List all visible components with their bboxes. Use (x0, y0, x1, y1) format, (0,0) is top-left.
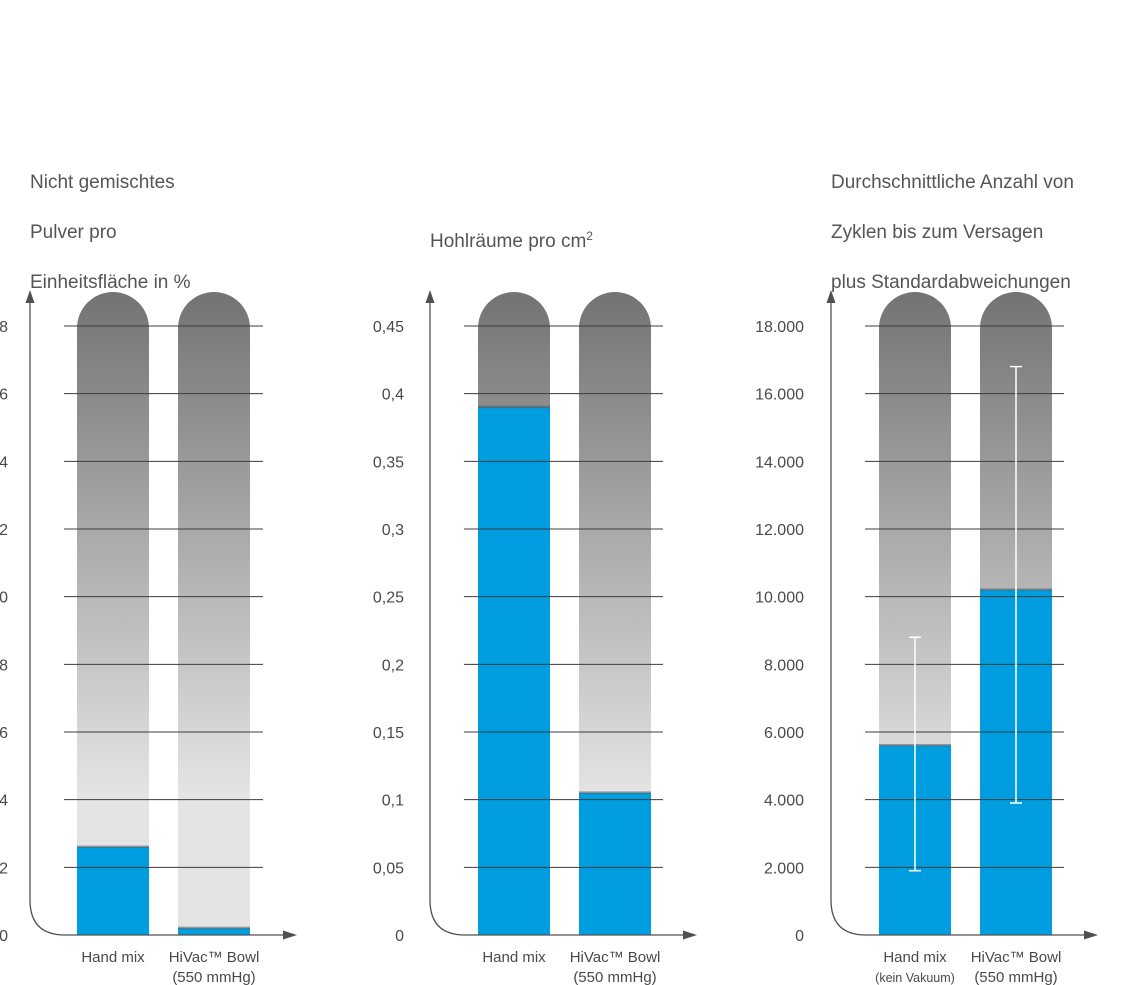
chart-3-tick-label-0: 0 (795, 928, 804, 945)
chart-1-tick-label-5: 10 (0, 590, 8, 607)
chart-2-tick-label-5: 0,25 (373, 590, 404, 607)
chart-3-y-axis-arrow (826, 290, 836, 303)
chart-1-tick-label-3: 6 (0, 725, 8, 742)
chart-3-tick-label-3: 6.000 (764, 725, 804, 742)
chart-1-category-label-1: Hand mix (81, 949, 145, 966)
chart-1-bar-1 (77, 847, 149, 935)
chart-3-tick-label-6: 12.000 (755, 522, 804, 539)
chart-1-tick-label-1: 2 (0, 860, 8, 877)
chart-1-bar-1-edge (77, 845, 149, 849)
chart-1-tick-label-8: 16 (0, 387, 8, 404)
chart-2-bar-2-edge (579, 791, 651, 794)
chart-3-title-line-2: Zyklen bis zum Versagen (831, 222, 1044, 243)
chart-3-title-line-1: Durchschnittliche Anzahl von (831, 172, 1074, 193)
chart-2-x-axis-arrow (683, 930, 697, 940)
chart-1-axes (29, 300, 285, 936)
chart-3-category-label-1: Hand mix (883, 949, 947, 966)
chart-2-tick-label-1: 0,05 (373, 860, 404, 877)
chart-3-tick-label-7: 14.000 (755, 454, 804, 471)
chart-1-tick-label-0: 0 (0, 928, 8, 945)
chart-1-bar-2-edge (178, 926, 250, 930)
chart-3-title: Durchschnittliche Anzahl von Zyklen bis … (831, 145, 1074, 295)
chart-1-category-sublabel-2: (550 mmHg) (172, 969, 255, 985)
chart-1-y-axis-arrow (25, 290, 35, 303)
chart-2-tick-label-3: 0,15 (373, 725, 404, 742)
chart-2-axes (429, 300, 685, 936)
chart-1-tick-label-4: 8 (0, 657, 8, 674)
chart-3-tick-label-9: 18.000 (755, 319, 804, 336)
chart-1-x-axis-arrow (283, 930, 297, 940)
chart-2-category-label-1: Hand mix (482, 949, 546, 966)
chart-3-tick-label-1: 2.000 (764, 860, 804, 877)
chart-3-tick-label-2: 4.000 (764, 793, 804, 810)
chart-3-group: 0 2.000 4.000 6.000 8.000 10.000 12.000 14.000 1… (755, 290, 1098, 985)
chart-3-tick-label-5: 10.000 (755, 590, 804, 607)
chart-1-category-label-2: HiVac™ Bowl (169, 949, 260, 966)
chart-2-tick-label-7: 0,35 (373, 454, 404, 471)
chart-1-bar-2 (178, 928, 250, 935)
chart-1-group: 0 2 4 6 8 10 12 14 16 18 Hand mix HiVac™ Bowl (550 m… (0, 290, 297, 985)
chart-2-tick-label-6: 0,3 (382, 522, 404, 539)
chart-3-category-sublabel-2: (550 mmHg) (974, 969, 1057, 985)
chart-2-y-axis-arrow (425, 290, 435, 303)
chart-3-category-sublabel-1: (kein Vakuum) (875, 971, 955, 985)
chart-1-tick-label-6: 12 (0, 522, 8, 539)
chart-2-group: 0 0,05 0,1 0,15 0,2 0,25 0,3 0,35 0,4 0,45 Hand mi… (373, 290, 697, 985)
chart-2-tick-label-0: 0 (395, 928, 404, 945)
chart-2-bar-track-2 (579, 292, 651, 935)
chart-2-tick-label-9: 0,45 (373, 319, 404, 336)
chart-2-category-label-2: HiVac™ Bowl (570, 949, 661, 966)
chart-1-tick-label-2: 4 (0, 793, 8, 810)
chart-1-bar-track-1 (77, 292, 149, 935)
chart-2-bar-1 (478, 407, 550, 935)
chart-1-tick-label-7: 14 (0, 454, 8, 471)
chart-1-title-line-1: Nicht gemischtes (30, 172, 175, 193)
chart-2-bar-1-edge (478, 405, 550, 409)
chart-3-category-label-2: HiVac™ Bowl (971, 949, 1062, 966)
chart-3-x-axis-arrow (1084, 930, 1098, 940)
chart-3-axes (830, 300, 1086, 936)
chart-2-tick-label-8: 0,4 (382, 387, 404, 404)
chart-1-tick-label-9: 18 (0, 319, 8, 336)
chart-3-title-line-3: plus Standardabweichungen (831, 272, 1071, 293)
chart-2-tick-label-2: 0,1 (382, 793, 404, 810)
chart-1-title: Nicht gemischtes Pulver pro Einheitsfläc… (30, 145, 191, 295)
chart-2-title-text: Hohlräume pro cm (430, 231, 587, 252)
chart-1-title-line-2: Pulver pro (30, 222, 117, 243)
chart-3-tick-label-4: 8.000 (764, 657, 804, 674)
chart-1-title-line-3: Einheitsfläche in % (30, 272, 191, 293)
chart-2-title: Hohlräume pro cm2 (430, 204, 593, 254)
chart-2-tick-label-4: 0,2 (382, 657, 404, 674)
chart-3-tick-label-8: 16.000 (755, 387, 804, 404)
chart-2-category-sublabel-2: (550 mmHg) (573, 969, 656, 985)
chart-1-bar-track-2 (178, 292, 250, 935)
chart-2-title-superscript: 2 (586, 229, 593, 243)
chart-2-bar-2 (579, 792, 651, 935)
